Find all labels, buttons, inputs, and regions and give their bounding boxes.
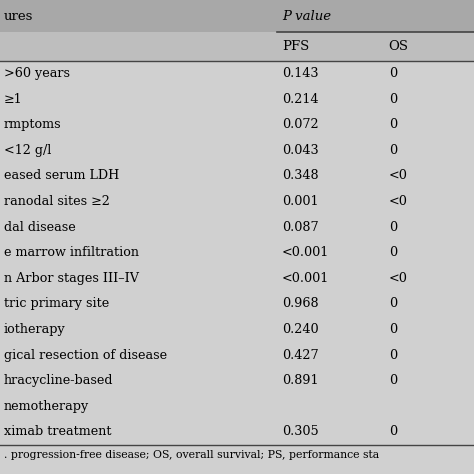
- Text: rmptoms: rmptoms: [4, 118, 62, 131]
- Bar: [0, 137, 474, 163]
- Text: eased serum LDH: eased serum LDH: [4, 169, 119, 182]
- Text: <0.001: <0.001: [282, 272, 329, 285]
- Text: <0: <0: [389, 195, 408, 208]
- Text: ures: ures: [4, 9, 33, 23]
- Text: 0.968: 0.968: [282, 297, 319, 310]
- Text: . progression-free disease; OS, overall survival; PS, performance sta: . progression-free disease; OS, overall …: [4, 450, 379, 460]
- Text: 0: 0: [389, 297, 397, 310]
- Text: 0.427: 0.427: [282, 348, 319, 362]
- Bar: [0, 265, 474, 291]
- Text: gical resection of disease: gical resection of disease: [4, 348, 167, 362]
- Bar: [0, 61, 474, 86]
- Text: e marrow infiltration: e marrow infiltration: [4, 246, 139, 259]
- Text: 0.348: 0.348: [282, 169, 319, 182]
- Text: 0.240: 0.240: [282, 323, 319, 336]
- Text: iotherapy: iotherapy: [4, 323, 65, 336]
- Text: n Arbor stages III–IV: n Arbor stages III–IV: [4, 272, 139, 285]
- Text: 0: 0: [389, 425, 397, 438]
- Text: 0: 0: [389, 323, 397, 336]
- Text: 0.001: 0.001: [282, 195, 319, 208]
- Text: dal disease: dal disease: [4, 220, 75, 234]
- Text: 0.072: 0.072: [282, 118, 319, 131]
- Bar: [0, 240, 474, 265]
- Text: 0.143: 0.143: [282, 67, 319, 80]
- Text: P value: P value: [282, 9, 331, 23]
- Text: ranodal sites ≥2: ranodal sites ≥2: [4, 195, 109, 208]
- Text: 0: 0: [389, 67, 397, 80]
- Text: PFS: PFS: [282, 40, 309, 53]
- Text: 0: 0: [389, 118, 397, 131]
- Text: hracycline-based: hracycline-based: [4, 374, 113, 387]
- Bar: [0, 291, 474, 317]
- Text: OS: OS: [389, 40, 409, 53]
- Bar: [0, 189, 474, 214]
- Bar: [0, 32, 474, 61]
- Text: 0: 0: [389, 220, 397, 234]
- Bar: [0, 86, 474, 112]
- Bar: [0, 163, 474, 189]
- Text: tric primary site: tric primary site: [4, 297, 109, 310]
- Text: <0: <0: [389, 272, 408, 285]
- Bar: [0, 342, 474, 368]
- Text: <0.001: <0.001: [282, 246, 329, 259]
- Text: ≥1: ≥1: [4, 92, 22, 106]
- Text: 0.891: 0.891: [282, 374, 319, 387]
- Text: 0: 0: [389, 144, 397, 157]
- Text: >60 years: >60 years: [4, 67, 70, 80]
- Text: ximab treatment: ximab treatment: [4, 425, 111, 438]
- Text: 0: 0: [389, 92, 397, 106]
- Text: <0: <0: [389, 169, 408, 182]
- Text: 0.087: 0.087: [282, 220, 319, 234]
- Text: 0.214: 0.214: [282, 92, 319, 106]
- Text: <12 g/l: <12 g/l: [4, 144, 51, 157]
- Bar: [0, 112, 474, 137]
- Text: 0.305: 0.305: [282, 425, 319, 438]
- Text: 0: 0: [389, 348, 397, 362]
- Bar: [0, 368, 474, 393]
- Bar: [0, 393, 474, 419]
- Bar: [0, 317, 474, 342]
- Bar: [0, 419, 474, 445]
- Bar: [0, 214, 474, 240]
- Text: nemotherapy: nemotherapy: [4, 400, 89, 413]
- Text: 0: 0: [389, 246, 397, 259]
- Text: 0: 0: [389, 374, 397, 387]
- Bar: [0, 0, 474, 32]
- Text: 0.043: 0.043: [282, 144, 319, 157]
